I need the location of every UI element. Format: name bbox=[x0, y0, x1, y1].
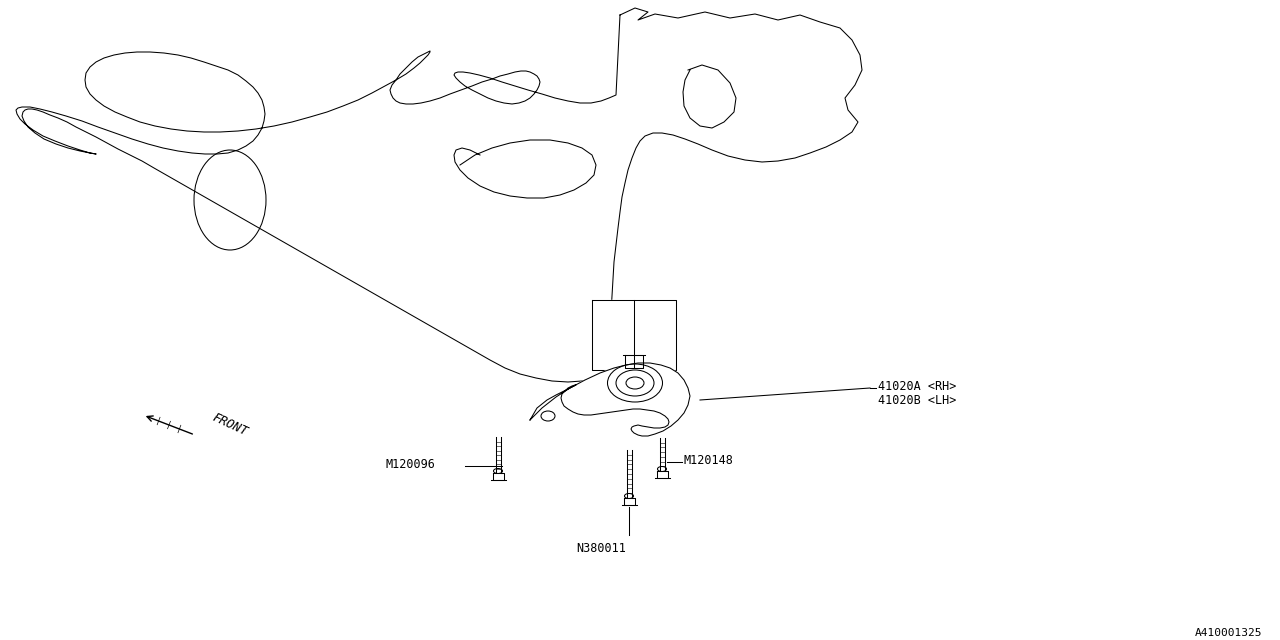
Text: M120148: M120148 bbox=[684, 454, 733, 467]
Text: A410001325: A410001325 bbox=[1194, 628, 1262, 638]
Polygon shape bbox=[591, 300, 676, 370]
Text: 41020B <LH>: 41020B <LH> bbox=[878, 394, 956, 408]
Polygon shape bbox=[530, 363, 690, 436]
Text: FRONT: FRONT bbox=[210, 411, 250, 439]
Text: N380011: N380011 bbox=[576, 543, 626, 556]
Text: 41020A <RH>: 41020A <RH> bbox=[878, 381, 956, 394]
Text: M120096: M120096 bbox=[385, 458, 435, 472]
